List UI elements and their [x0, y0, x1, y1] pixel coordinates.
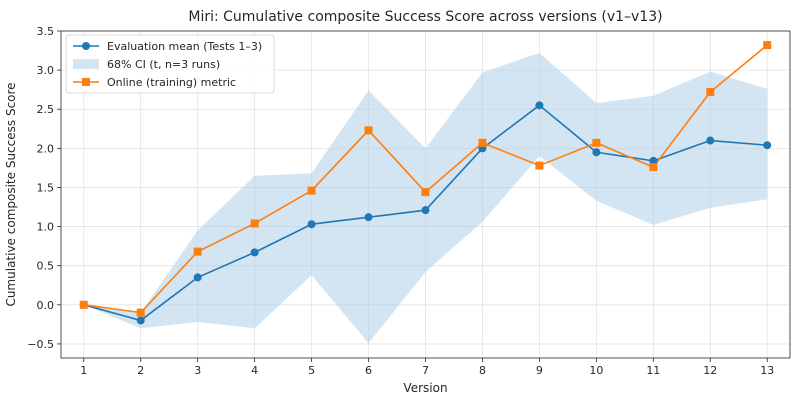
online-metric-point — [421, 188, 430, 197]
eval-mean-point — [706, 136, 715, 145]
y-tick-label: 0.0 — [37, 299, 55, 312]
eval-mean-point — [421, 206, 430, 215]
legend: Evaluation mean (Tests 1–3) 68% CI (t, n=… — [65, 34, 275, 94]
online-metric-point — [706, 88, 715, 97]
online-metric-point — [136, 308, 145, 317]
online-metric-point — [763, 41, 772, 50]
x-tick-label: 9 — [536, 364, 543, 377]
legend-label: Evaluation mean (Tests 1–3) — [107, 40, 262, 53]
x-tick-label: 6 — [365, 364, 372, 377]
legend-handle-ci — [73, 59, 99, 69]
eval-mean-point — [250, 248, 259, 257]
x-tick-label: 13 — [760, 364, 774, 377]
eval-mean-point — [535, 101, 544, 110]
y-tick-label: 3.0 — [37, 64, 55, 77]
x-tick-label: 3 — [194, 364, 201, 377]
x-axis-ticks: 1 2 3 4 5 6 7 8 9 10 11 12 13 — [80, 358, 774, 377]
y-tick-label: 1.5 — [37, 181, 55, 194]
online-metric-point — [535, 161, 544, 170]
online-metric-point — [478, 138, 487, 147]
x-tick-label: 1 — [80, 364, 87, 377]
y-tick-label: 1.0 — [37, 221, 55, 234]
series-markers-layer — [79, 41, 772, 325]
x-tick-label: 12 — [703, 364, 717, 377]
x-tick-label: 8 — [479, 364, 486, 377]
online-metric-point — [592, 138, 601, 147]
online-metric-point — [649, 163, 658, 172]
online-metric-point — [307, 186, 316, 195]
online-metric-point — [250, 219, 259, 228]
y-tick-label: 2.5 — [37, 103, 55, 116]
x-axis-label: Version — [403, 381, 447, 395]
legend-box — [65, 34, 275, 94]
eval-mean-point — [193, 273, 202, 282]
online-metric-point — [193, 247, 202, 256]
chart-title: Miri: Cumulative composite Success Score… — [188, 9, 662, 25]
y-tick-label: 0.5 — [37, 260, 55, 273]
eval-mean-point — [136, 316, 145, 325]
x-tick-label: 5 — [308, 364, 315, 377]
y-axis-label: Cumulative composite Success Score — [4, 82, 18, 306]
x-tick-label: 7 — [422, 364, 429, 377]
eval-mean-point — [592, 148, 601, 157]
confidence-band-layer — [83, 52, 768, 344]
y-tick-label: −0.5 — [27, 338, 54, 351]
legend-handle-eval-marker — [82, 42, 90, 50]
x-tick-label: 11 — [646, 364, 660, 377]
eval-mean-point — [763, 141, 772, 150]
legend-label: 68% CI (t, n=3 runs) — [107, 58, 220, 71]
x-tick-label: 10 — [589, 364, 603, 377]
x-tick-label: 4 — [251, 364, 258, 377]
ci-band — [83, 52, 768, 344]
legend-handle-online-marker — [82, 78, 90, 86]
online-metric-point — [364, 126, 373, 135]
y-tick-label: 3.5 — [37, 25, 55, 38]
x-tick-label: 2 — [137, 364, 144, 377]
eval-mean-point — [649, 156, 658, 165]
y-tick-label: 2.0 — [37, 142, 55, 155]
y-axis-ticks: −0.5 0.0 0.5 1.0 1.5 2.0 2.5 3.0 3.5 — [27, 25, 61, 351]
online-metric-point — [79, 300, 88, 309]
eval-mean-point — [364, 213, 373, 222]
eval-mean-point — [307, 220, 316, 229]
legend-label: Online (training) metric — [107, 76, 236, 89]
